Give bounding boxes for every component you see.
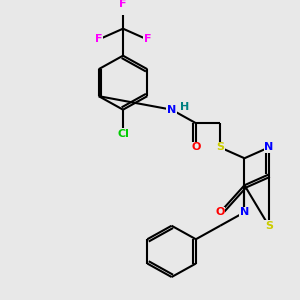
Text: O: O <box>191 142 201 152</box>
Text: O: O <box>215 207 225 217</box>
Text: Cl: Cl <box>117 129 129 139</box>
Text: F: F <box>144 34 151 44</box>
Text: S: S <box>216 142 224 152</box>
Text: H: H <box>181 102 190 112</box>
Text: S: S <box>265 221 273 231</box>
Text: N: N <box>264 142 273 152</box>
Text: N: N <box>240 207 249 217</box>
Text: F: F <box>95 34 103 44</box>
Text: N: N <box>167 105 176 115</box>
Text: F: F <box>119 0 127 9</box>
